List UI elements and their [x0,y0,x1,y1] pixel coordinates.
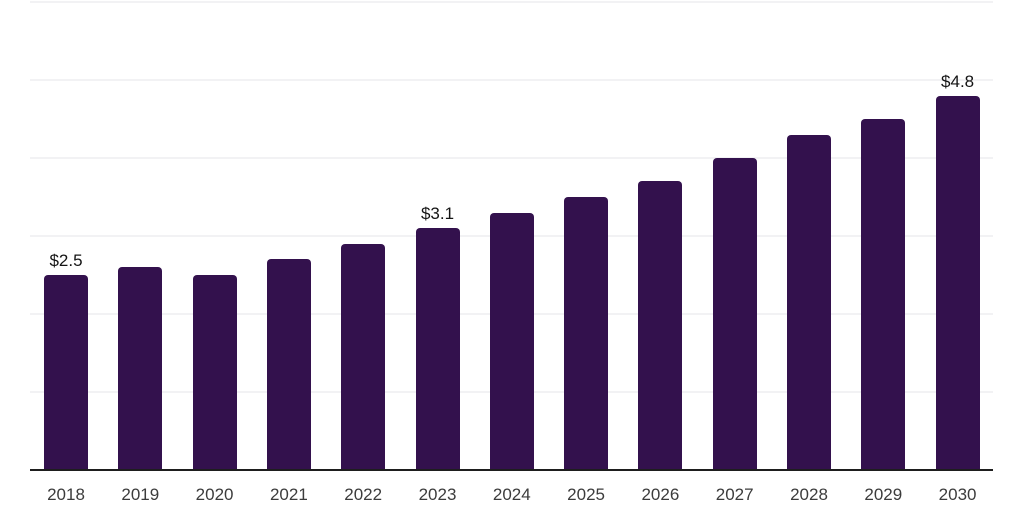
bar-2030 [935,95,980,470]
x-tick-label: 2023 [418,485,457,504]
x-tick-label: 2018 [47,485,85,504]
x-tick-label: 2021 [269,485,308,504]
bar-2021 [266,259,311,470]
bar-value-label: $4.8 [941,71,975,91]
x-axis-line [30,469,993,471]
bar-2026 [638,181,683,470]
gridline [30,157,993,159]
bar-value-label: $2.5 [49,251,83,270]
x-tick-label: 2022 [344,485,383,504]
x-tick-label: 2020 [195,485,234,504]
bar-2027 [712,158,757,470]
x-tick-label: 2030 [938,485,977,504]
bar-2023 [415,228,460,470]
x-tick-label: 2028 [790,485,828,504]
x-tick-label: 2019 [121,485,160,504]
bar-2022 [341,243,386,470]
bar-2018 [44,275,88,470]
bar-value-label: $3.1 [420,204,455,224]
gridline [30,79,993,81]
x-tick-label: 2026 [641,485,680,504]
x-tick-label: 2027 [715,485,754,504]
bar-2029 [861,119,906,470]
bar-2019 [118,267,163,470]
bar-2020 [192,275,237,470]
bar-2028 [787,134,831,470]
x-tick-label: 2024 [492,485,531,504]
bar-2025 [564,197,609,470]
bar-2024 [489,212,534,470]
x-tick-label: 2029 [864,485,903,504]
gridline [30,1,993,3]
x-tick-label: 2025 [567,485,605,504]
